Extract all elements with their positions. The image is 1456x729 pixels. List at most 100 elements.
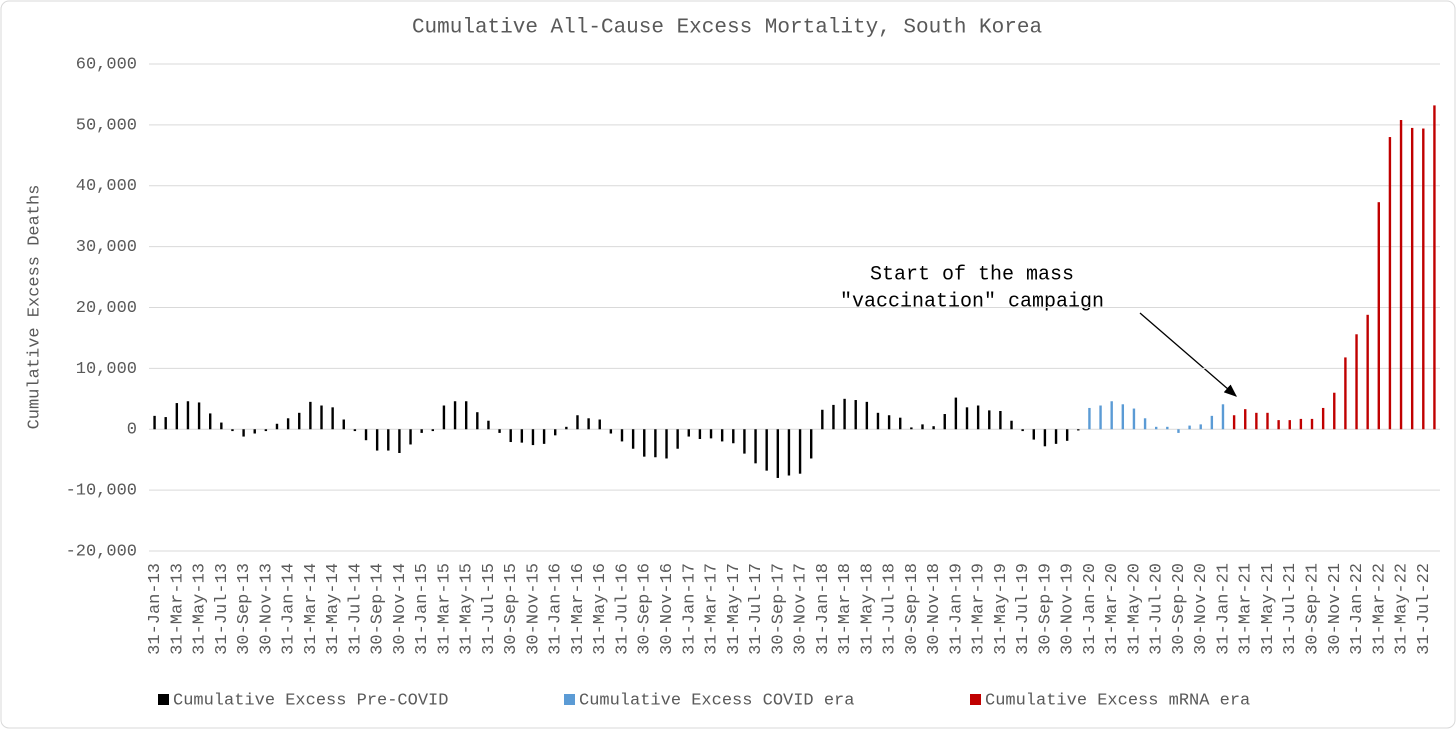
- bar: [910, 427, 913, 430]
- y-tick-label: 50,000: [76, 116, 137, 135]
- bar: [1377, 202, 1380, 430]
- bar: [409, 429, 412, 445]
- bar: [921, 424, 924, 430]
- x-tick-label: 30-Nov-19: [1059, 563, 1078, 655]
- x-tick-label: 30-Nov-16: [658, 563, 677, 655]
- x-tick-label: 31-May-22: [1393, 563, 1412, 655]
- x-tick-label: 31-Jul-21: [1281, 563, 1300, 655]
- bar: [1032, 429, 1035, 440]
- bar: [375, 429, 379, 451]
- x-tick-label: 31-Mar-13: [168, 563, 187, 655]
- bar: [1099, 405, 1102, 430]
- y-tick-label: -10,000: [66, 482, 137, 501]
- bar: [821, 409, 824, 430]
- bar: [242, 429, 245, 437]
- bar: [1155, 426, 1158, 430]
- bar: [420, 429, 423, 433]
- chart-title: Cumulative All-Cause Excess Mortality, S…: [412, 17, 1042, 40]
- bar: [453, 401, 457, 430]
- bar: [965, 407, 969, 430]
- bar: [643, 429, 646, 457]
- x-tick-label: 31-Mar-19: [970, 563, 989, 655]
- bar: [609, 429, 613, 434]
- bar: [1310, 418, 1314, 430]
- annotation: Start of the mass: [870, 263, 1074, 286]
- x-tick-label: 31-May-19: [992, 563, 1011, 655]
- x-tick-label: 31-Jan-16: [547, 563, 566, 655]
- x-tick-label: 31-Mar-14: [302, 563, 321, 655]
- bar: [787, 429, 791, 476]
- x-tick-label: 30-Sep-15: [502, 563, 521, 655]
- bar: [220, 422, 223, 430]
- bar: [175, 403, 179, 430]
- bar: [231, 429, 234, 432]
- bar: [487, 420, 490, 430]
- bar: [1410, 127, 1414, 430]
- x-tick-label: 31-Mar-18: [836, 563, 855, 655]
- bar: [976, 405, 980, 430]
- bar: [1288, 420, 1291, 430]
- legend-label: Cumulative Excess COVID era: [579, 691, 854, 710]
- y-tick-label: 10,000: [76, 360, 137, 379]
- bar: [1399, 120, 1403, 430]
- bar: [1199, 424, 1202, 430]
- bar: [387, 429, 390, 451]
- y-tick-label: 40,000: [76, 177, 137, 196]
- bar: [1422, 128, 1425, 430]
- bar: [676, 429, 679, 449]
- bar: [854, 400, 857, 430]
- x-tick-label: 30-Nov-20: [1192, 563, 1211, 655]
- legend-label: Cumulative Excess mRNA era: [985, 691, 1250, 710]
- x-tick-label: 30-Sep-21: [1303, 563, 1322, 655]
- x-tick-label: 30-Sep-20: [1170, 563, 1189, 655]
- bar: [1388, 137, 1392, 430]
- bar: [464, 401, 468, 430]
- x-tick-label: 30-Sep-14: [369, 563, 388, 655]
- bar: [1232, 415, 1236, 430]
- x-tick-label: 31-May-16: [591, 563, 610, 655]
- bar: [620, 429, 624, 442]
- y-tick-label: 20,000: [76, 299, 137, 318]
- bar: [865, 401, 869, 430]
- x-tick-label: 31-Jan-21: [1214, 563, 1233, 655]
- x-tick-label: 31-Mar-15: [435, 563, 454, 655]
- bar: [542, 429, 546, 444]
- x-tick-label: 30-Sep-16: [636, 563, 655, 655]
- bar: [353, 429, 357, 432]
- bar: [654, 429, 657, 458]
- bar: [1088, 407, 1091, 430]
- bar: [1121, 404, 1125, 430]
- bar: [186, 401, 190, 430]
- bar: [253, 429, 256, 434]
- bar: [899, 417, 902, 430]
- x-tick-label: 31-Jan-20: [1081, 563, 1100, 655]
- x-tick-label: 31-May-14: [324, 563, 343, 655]
- bar: [1177, 429, 1180, 433]
- bar: [164, 417, 167, 430]
- legend-swatch: [158, 694, 169, 705]
- annotation-arrow: [1139, 312, 1237, 397]
- x-tick-label: 30-Nov-18: [925, 563, 944, 655]
- x-tick-label: 31-Jul-19: [1014, 563, 1033, 655]
- x-tick-label: 30-Nov-13: [257, 563, 276, 655]
- bar: [309, 401, 312, 430]
- x-tick-label: 31-Jan-17: [680, 563, 699, 655]
- bar: [587, 418, 590, 430]
- bar: [665, 429, 668, 459]
- x-tick-label: 31-Jul-22: [1415, 563, 1434, 655]
- bar: [286, 418, 290, 430]
- bar: [342, 419, 345, 430]
- bar: [720, 429, 724, 442]
- bar: [209, 413, 212, 430]
- bar: [1077, 429, 1080, 431]
- bar: [988, 410, 991, 430]
- bar: [1065, 429, 1069, 441]
- bar: [275, 423, 279, 430]
- bar: [1277, 420, 1280, 430]
- x-tick-label: 30-Sep-18: [903, 563, 922, 655]
- bar: [1255, 412, 1258, 430]
- bar: [1344, 357, 1347, 430]
- bar: [364, 429, 368, 441]
